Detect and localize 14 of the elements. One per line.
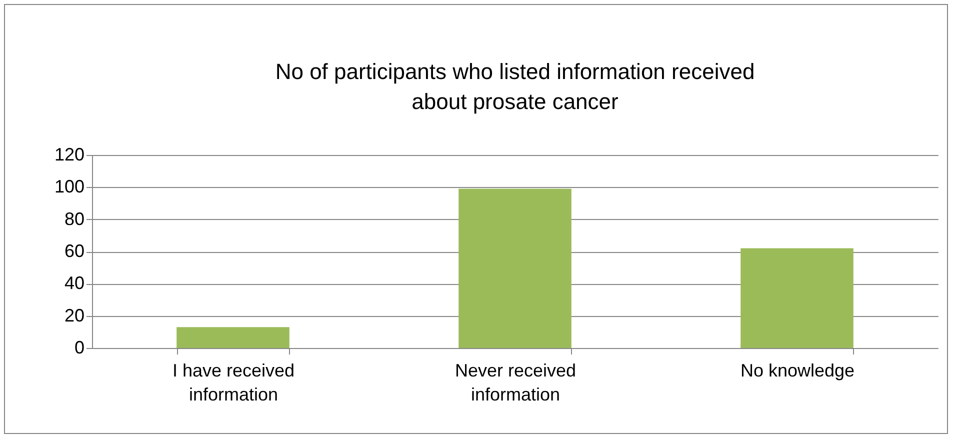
bar: [176, 327, 290, 348]
y-tick-label: 20: [64, 305, 84, 326]
bar: [458, 188, 572, 348]
chart-title: No of participants who listed information received about prosate cancer: [275, 59, 755, 114]
x-tick-label: Never received information: [454, 360, 576, 404]
y-tick-label: 80: [64, 208, 84, 229]
x-tick-label: I have received information: [172, 360, 295, 404]
y-tick-label: 60: [64, 241, 84, 261]
y-tick-label: 100: [54, 176, 84, 197]
y-tick-label: 120: [54, 144, 84, 164]
y-tick-label: 40: [64, 273, 84, 294]
bar: [740, 248, 854, 348]
x-tick-label: No knowledge: [740, 360, 855, 380]
y-tick-label: 0: [74, 338, 84, 358]
